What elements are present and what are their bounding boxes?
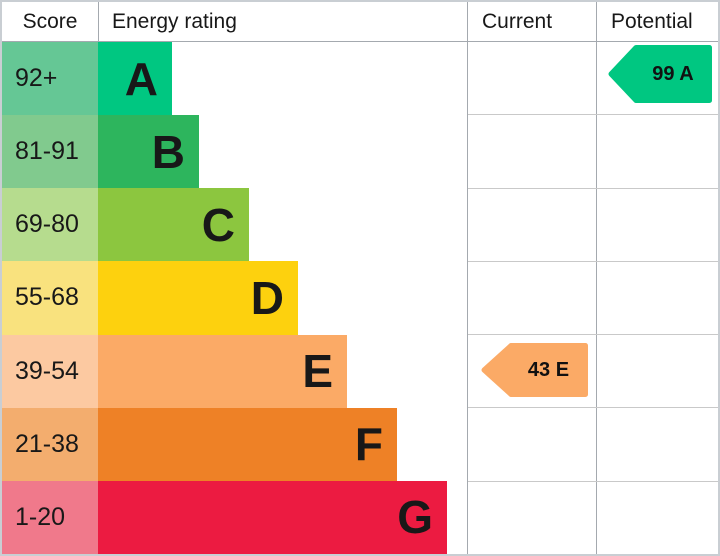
band-row-e: 39-54 E [2, 334, 718, 408]
score-range: 21-38 [2, 407, 98, 481]
header-current: Current [482, 9, 553, 33]
score-range: 39-54 [2, 334, 98, 408]
band-row-f: 21-38 F [2, 407, 718, 481]
rating-letter: A [124, 52, 158, 105]
divider-current-potential [596, 2, 597, 554]
rating-letter: C [201, 198, 235, 251]
left-arrow-icon [608, 45, 712, 103]
rating-bar: F [98, 407, 397, 481]
rating-letter: D [250, 271, 284, 324]
rating-letter: F [354, 418, 383, 471]
rating-bar: C [98, 188, 249, 262]
potential-rating-arrow: 99 A [608, 45, 712, 103]
current-rating-value: 43 E [527, 358, 570, 381]
score-range: 69-80 [2, 188, 98, 262]
band-row-c: 69-80 C [2, 188, 718, 262]
left-arrow-icon [481, 343, 588, 397]
score-range: 1-20 [2, 480, 98, 554]
band-rows: 92+ A 81-91 B 69-80 C 55-68 D 39-54 [2, 42, 718, 554]
rating-bar: G [98, 480, 447, 554]
rating-bar: A [98, 42, 172, 116]
divider-rating-current [467, 2, 468, 554]
rating-bar: D [98, 261, 298, 335]
chart-header: Score Energy rating Current Potential [2, 2, 718, 42]
band-row-g: 1-20 G [2, 480, 718, 554]
band-row-b: 81-91 B [2, 115, 718, 189]
score-range: 55-68 [2, 261, 98, 335]
header-score: Score [22, 9, 78, 33]
score-range: 92+ [2, 42, 98, 116]
header-energy-rating: Energy rating [112, 9, 237, 33]
rating-letter: G [397, 491, 433, 544]
band-row-d: 55-68 D [2, 261, 718, 335]
score-range: 81-91 [2, 115, 98, 189]
rating-bar: E [98, 334, 347, 408]
rating-bar: B [98, 115, 199, 189]
divider-score-rating [98, 2, 99, 42]
header-potential: Potential [611, 9, 693, 33]
band-row-a: 92+ A [2, 42, 718, 116]
rating-letter: E [302, 345, 333, 398]
potential-rating-value: 99 A [652, 62, 694, 85]
current-rating-arrow: 43 E [481, 343, 588, 397]
rating-letter: B [151, 125, 185, 178]
